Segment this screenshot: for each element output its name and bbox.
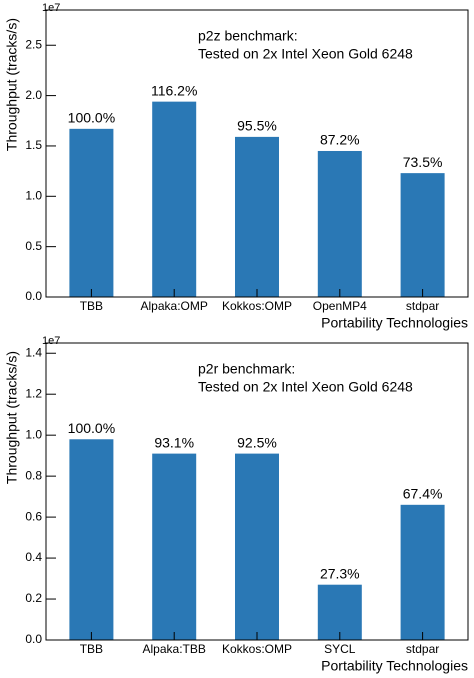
y-tick-label: 0.6 bbox=[25, 509, 42, 523]
x-tick-label: Kokkos:OMP bbox=[222, 299, 292, 313]
bar bbox=[152, 453, 197, 640]
y-tick-label: 1.0 bbox=[25, 188, 42, 202]
x-tick-label: SYCL bbox=[324, 642, 356, 656]
bar bbox=[317, 584, 362, 640]
annotation: p2r benchmark: bbox=[198, 361, 295, 377]
x-tick-label: TBB bbox=[80, 642, 103, 656]
bar bbox=[235, 453, 279, 640]
x-tick-label: stdpar bbox=[406, 642, 439, 656]
plot-frame bbox=[45, 9, 469, 298]
bar bbox=[235, 136, 279, 297]
bar bbox=[317, 150, 362, 297]
y-tick-label: 1.0 bbox=[25, 427, 42, 441]
bar-label: 67.4% bbox=[403, 486, 443, 502]
x-tick-label: Alpaka:OMP bbox=[141, 299, 208, 313]
bar bbox=[400, 173, 445, 297]
annotation: p2z benchmark: bbox=[198, 28, 298, 44]
y-tick-label: 2.5 bbox=[25, 37, 42, 51]
bar-label: 116.2% bbox=[151, 82, 197, 98]
x-tick-label: Kokkos:OMP bbox=[222, 642, 292, 656]
offset-label: 1e7 bbox=[42, 2, 60, 14]
bar-label: 73.5% bbox=[403, 154, 443, 170]
y-tick-label: 0.5 bbox=[25, 239, 42, 253]
bar-label: 87.2% bbox=[320, 132, 360, 148]
plot-frame bbox=[45, 342, 469, 641]
bar-label: 93.1% bbox=[154, 434, 194, 450]
bar-label: 100.0% bbox=[68, 110, 115, 126]
y-tick-label: 1.5 bbox=[25, 138, 42, 152]
bar bbox=[400, 504, 445, 640]
x-tick-label: Alpaka:TBB bbox=[143, 642, 206, 656]
annotation: Tested on 2x Intel Xeon Gold 6248 bbox=[198, 46, 413, 62]
y-tick-label: 2.0 bbox=[25, 88, 42, 102]
bar bbox=[152, 101, 197, 297]
y-tick-label: 0.2 bbox=[25, 591, 42, 605]
y-tick-label: 0.8 bbox=[25, 468, 42, 482]
x-tick-label: stdpar bbox=[406, 299, 439, 313]
bar-label: 100.0% bbox=[68, 420, 115, 436]
y-tick-label: 0.0 bbox=[25, 289, 42, 303]
x-axis-label: Portability Technologies bbox=[321, 315, 468, 331]
offset-label: 1e7 bbox=[42, 335, 60, 347]
annotation: Tested on 2x Intel Xeon Gold 6248 bbox=[198, 379, 413, 395]
y-tick-label: 0.4 bbox=[25, 550, 42, 564]
bar-label: 27.3% bbox=[320, 565, 360, 581]
x-tick-label: OpenMP4 bbox=[313, 299, 367, 313]
y-tick-label: 0.0 bbox=[25, 632, 42, 646]
bar bbox=[69, 439, 114, 640]
bar-label: 95.5% bbox=[237, 118, 277, 134]
bar-label: 92.5% bbox=[237, 434, 277, 450]
x-tick-label: TBB bbox=[80, 299, 103, 313]
x-axis-label: Portability Technologies bbox=[321, 658, 468, 674]
y-tick-label: 1.4 bbox=[25, 345, 42, 359]
y-tick-label: 1.2 bbox=[25, 386, 42, 400]
y-axis-label: Throughput (tracks/s) bbox=[4, 18, 20, 151]
y-axis-label: Throughput (tracks/s) bbox=[4, 351, 20, 484]
bar bbox=[69, 128, 114, 297]
